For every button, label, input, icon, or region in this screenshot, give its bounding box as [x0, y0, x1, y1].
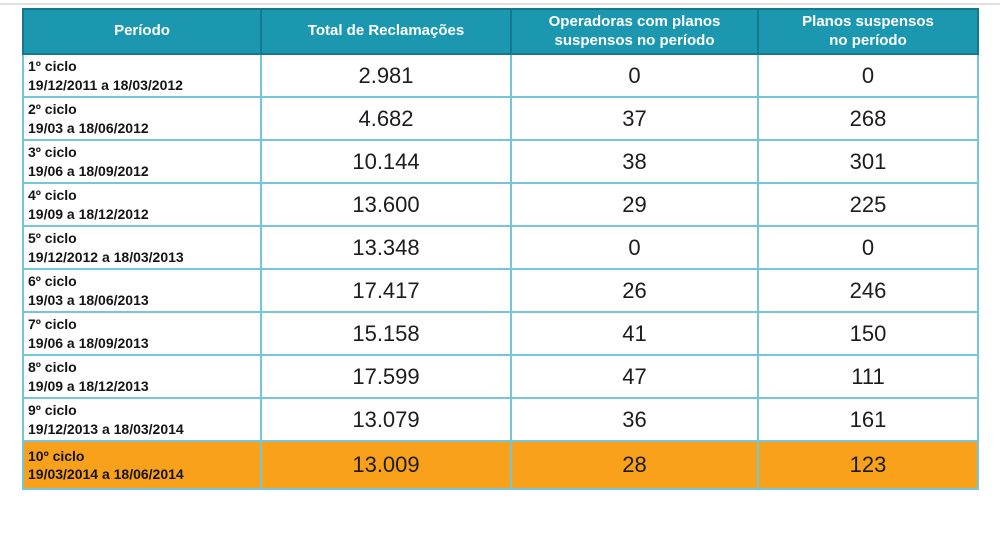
total-complaints-cell: 4.682 [260, 96, 512, 141]
table-row: 7º ciclo 19/06 a 18/09/2013 15.158 41 150 [22, 311, 979, 356]
total-complaints-cell: 17.599 [260, 354, 512, 399]
header-periodo: Período [22, 8, 262, 55]
period-cell: 3º ciclo 19/06 a 18/09/2012 [22, 139, 262, 184]
total-complaints-cell: 10.144 [260, 139, 512, 184]
total-complaints-cell: 13.600 [260, 182, 512, 227]
period-cell: 1º ciclo 19/12/2011 a 18/03/2012 [22, 53, 262, 98]
slide-top-edge [0, 3, 1000, 5]
date-range-label: 19/06 a 18/09/2013 [28, 334, 149, 351]
date-range-label: 19/03/2014 a 18/06/2014 [28, 466, 184, 482]
cycle-label: 10º ciclo [28, 447, 85, 464]
plans-suspended-cell: 0 [757, 53, 979, 98]
cycle-label: 4º ciclo [28, 187, 77, 204]
operators-suspended-cell: 28 [510, 440, 759, 490]
date-range-label: 19/12/2013 a 18/03/2014 [28, 420, 184, 437]
cycle-label: 6º ciclo [28, 273, 77, 290]
plans-suspended-cell: 0 [757, 225, 979, 270]
date-range-label: 19/06 a 18/09/2012 [28, 162, 149, 179]
period-cell: 5º ciclo 19/12/2012 a 18/03/2013 [22, 225, 262, 270]
table-row: 3º ciclo 19/06 a 18/09/2012 10.144 38 301 [22, 139, 979, 184]
period-cell: 10º ciclo 19/03/2014 a 18/06/2014 [22, 440, 262, 490]
table-row: 9º ciclo 19/12/2013 a 18/03/2014 13.079 36 1… [22, 397, 979, 442]
period-cell: 9º ciclo 19/12/2013 a 18/03/2014 [22, 397, 262, 442]
total-complaints-cell: 13.348 [260, 225, 512, 270]
total-complaints-cell: 13.009 [260, 440, 512, 490]
plans-suspended-cell: 111 [757, 354, 979, 399]
cycle-label: 2º ciclo [28, 101, 77, 118]
cycle-label: 5º ciclo [28, 230, 77, 247]
table-row: 1º ciclo 19/12/2011 a 18/03/2012 2.981 0 0 [22, 53, 979, 98]
table-row: 6º ciclo 19/03 a 18/06/2013 17.417 26 246 [22, 268, 979, 313]
header-total-reclamacoes: Total de Reclamações [260, 8, 512, 55]
header-operadoras-suspensas: Operadoras com planos suspensos no perío… [510, 8, 759, 55]
cycle-label: 3º ciclo [28, 144, 77, 161]
table-row: 2º ciclo 19/03 a 18/06/2012 4.682 37 268 [22, 96, 979, 141]
plans-suspended-cell: 268 [757, 96, 979, 141]
total-complaints-cell: 2.981 [260, 53, 512, 98]
date-range-label: 19/09 a 18/12/2013 [28, 377, 149, 394]
date-range-label: 19/09 a 18/12/2012 [28, 205, 149, 222]
plans-suspended-cell: 123 [757, 440, 979, 490]
plans-suspended-cell: 301 [757, 139, 979, 184]
operators-suspended-cell: 37 [510, 96, 759, 141]
table-row: 5º ciclo 19/12/2012 a 18/03/2013 13.348 0 0 [22, 225, 979, 270]
complaints-suspensions-table: Período Total de Reclamações Operadoras … [22, 8, 979, 490]
operators-suspended-cell: 47 [510, 354, 759, 399]
period-cell: 2º ciclo 19/03 a 18/06/2012 [22, 96, 262, 141]
operators-suspended-cell: 41 [510, 311, 759, 356]
period-cell: 8º ciclo 19/09 a 18/12/2013 [22, 354, 262, 399]
operators-suspended-cell: 36 [510, 397, 759, 442]
table-body: 1º ciclo 19/12/2011 a 18/03/2012 2.981 0 0 2º… [22, 53, 979, 490]
operators-suspended-cell: 0 [510, 225, 759, 270]
table-header-row: Período Total de Reclamações Operadoras … [22, 8, 979, 55]
date-range-label: 19/12/2012 a 18/03/2013 [28, 248, 184, 265]
cycle-label: 7º ciclo [28, 316, 77, 333]
operators-suspended-cell: 29 [510, 182, 759, 227]
total-complaints-cell: 13.079 [260, 397, 512, 442]
date-range-label: 19/12/2011 a 18/03/2012 [28, 76, 183, 93]
period-cell: 6º ciclo 19/03 a 18/06/2013 [22, 268, 262, 313]
period-cell: 7º ciclo 19/06 a 18/09/2013 [22, 311, 262, 356]
plans-suspended-cell: 246 [757, 268, 979, 313]
table-row: 8º ciclo 19/09 a 18/12/2013 17.599 47 111 [22, 354, 979, 399]
cycle-label: 8º ciclo [28, 359, 77, 376]
operators-suspended-cell: 26 [510, 268, 759, 313]
date-range-label: 19/03 a 18/06/2012 [28, 119, 149, 136]
plans-suspended-cell: 150 [757, 311, 979, 356]
cycle-label: 9º ciclo [28, 402, 77, 419]
plans-suspended-cell: 225 [757, 182, 979, 227]
cycle-label: 1º ciclo [28, 58, 77, 75]
table-row-highlighted: 10º ciclo 19/03/2014 a 18/06/2014 13.009 28… [22, 440, 979, 490]
total-complaints-cell: 17.417 [260, 268, 512, 313]
date-range-label: 19/03 a 18/06/2013 [28, 291, 149, 308]
table-row: 4º ciclo 19/09 a 18/12/2012 13.600 29 225 [22, 182, 979, 227]
operators-suspended-cell: 0 [510, 53, 759, 98]
operators-suspended-cell: 38 [510, 139, 759, 184]
period-cell: 4º ciclo 19/09 a 18/12/2012 [22, 182, 262, 227]
total-complaints-cell: 15.158 [260, 311, 512, 356]
plans-suspended-cell: 161 [757, 397, 979, 442]
header-planos-suspensos: Planos suspensos no período [757, 8, 979, 55]
